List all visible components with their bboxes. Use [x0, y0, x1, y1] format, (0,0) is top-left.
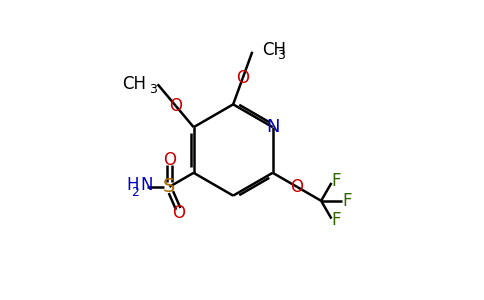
Text: F: F	[331, 172, 341, 190]
Text: N: N	[266, 118, 279, 136]
Text: O: O	[172, 204, 185, 222]
Text: F: F	[331, 211, 341, 229]
Text: O: O	[290, 178, 303, 196]
Text: 3: 3	[277, 49, 285, 62]
Text: H: H	[126, 176, 138, 194]
Text: CH: CH	[122, 75, 146, 93]
Text: O: O	[163, 151, 176, 169]
Text: O: O	[236, 69, 249, 87]
Text: 2: 2	[131, 186, 138, 199]
Text: F: F	[342, 192, 352, 210]
Text: O: O	[169, 97, 182, 115]
Text: S: S	[163, 177, 176, 196]
Text: CH: CH	[263, 41, 287, 59]
Text: 3: 3	[149, 83, 157, 96]
Text: N: N	[140, 176, 153, 194]
